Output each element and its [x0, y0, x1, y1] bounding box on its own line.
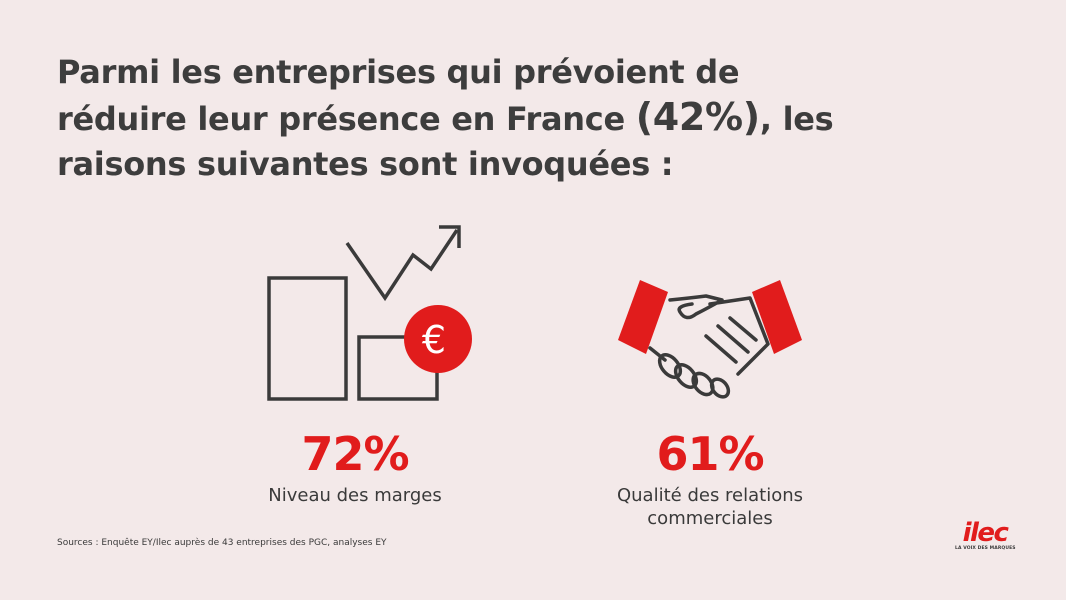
stat-label: Niveau des marges — [268, 485, 442, 506]
euro-coin-shape — [404, 305, 472, 373]
tall-bar-shape — [267, 276, 348, 401]
logo-brand: ilec — [962, 518, 1009, 548]
title-part-2: , les raisons suivantes sont invoquées : — [57, 100, 834, 183]
stat-value: 61% — [656, 427, 764, 481]
page-title: Parmi les entreprises qui prévoient de r… — [57, 50, 857, 187]
handshake-icon — [618, 280, 802, 399]
euro-icon: € — [422, 318, 446, 362]
stat-value: 72% — [301, 427, 409, 481]
logo-tagline: LA VOIX DES MARQUES — [955, 546, 1016, 551]
source-note: Sources : Enquête EY/Ilec auprès de 43 e… — [57, 538, 387, 548]
hand-outline-shape — [648, 294, 770, 376]
finger-3-shape — [691, 371, 715, 397]
arrow-head-shape — [439, 225, 461, 248]
stat-label: Qualité des relations commerciales — [616, 485, 804, 529]
left-cuff-shape — [618, 280, 668, 354]
ilec-logo: ilec LA VOIX DES MARQUES — [955, 520, 1015, 551]
title-part-1: Parmi les entreprises qui prévoient de r… — [57, 53, 740, 138]
trend-line-shape — [345, 229, 459, 302]
finger-4-shape — [709, 377, 731, 399]
title-highlight: (42%) — [635, 95, 761, 139]
stat-relations: 61% Qualité des relations commerciales — [560, 428, 860, 530]
finger-lines-shape — [704, 316, 758, 364]
right-cuff-shape — [752, 280, 802, 354]
bar-chart-euro-icon: € — [267, 225, 472, 401]
stat-margins: 72% Niveau des marges — [205, 428, 505, 507]
